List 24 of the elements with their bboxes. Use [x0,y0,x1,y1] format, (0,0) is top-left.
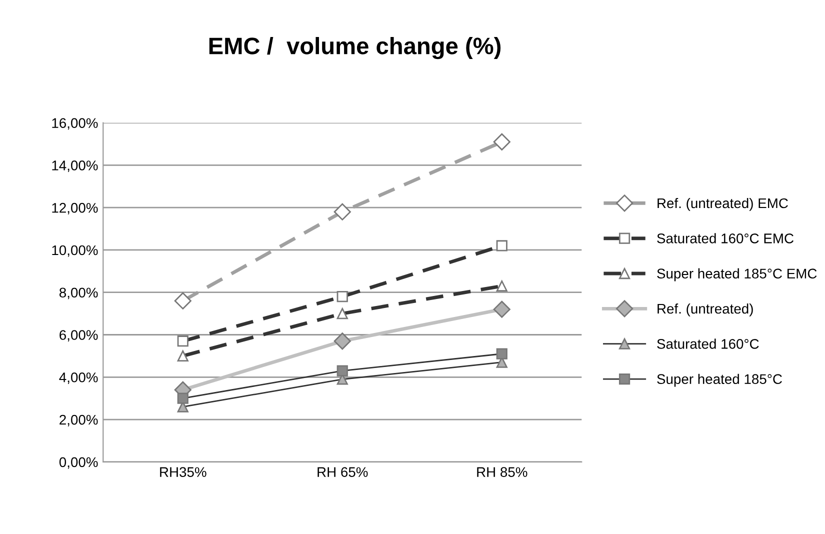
y-tick-label: 14,00% [52,160,98,172]
y-tick-label: 16,00% [52,118,98,130]
chart-title: EMC / volume change (%) [209,37,501,60]
legend-label: Ref. (untreated) EMC [658,198,788,211]
legend-label: Super heated 185°C [657,374,782,387]
point [334,203,351,220]
x-tick-label: RH35% [160,467,206,477]
point [493,133,510,150]
x-tick-label: RH 65% [318,467,368,477]
x-tick-label: RH 85% [477,467,528,477]
y-tick-label: 4,00% [59,372,98,384]
legend-label: Saturated 160°C EMC [657,233,794,244]
legend-label: Super heated 185°C EMC [657,268,817,282]
point [174,292,192,310]
y-tick-label: 12,00% [52,202,98,214]
y-tick-label: 0,00% [59,457,98,469]
y-tick-label: 6,00% [60,330,98,342]
y-tick-label: 2,00% [60,414,98,426]
y-tick-label: 10,00% [52,245,98,257]
y-tick-label: 8,00% [59,288,98,300]
legend-label: Saturated 160°C [657,338,759,349]
legend-label: Ref. (untreated) [658,303,753,316]
point [334,332,351,350]
point [493,300,510,318]
